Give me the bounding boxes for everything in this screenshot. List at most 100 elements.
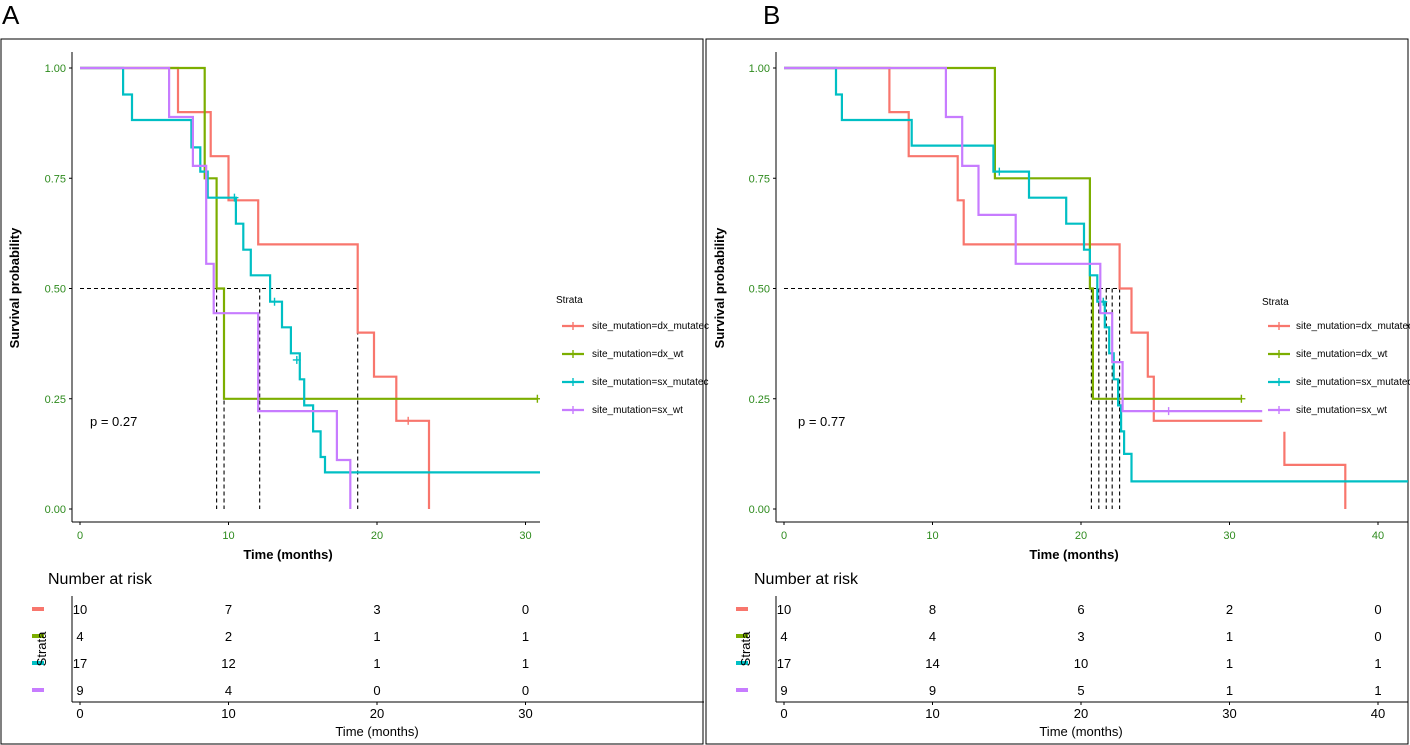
legend-title: Strata xyxy=(556,295,583,306)
p-value-label: p = 0.27 xyxy=(90,414,137,429)
x-tick-label: 20 xyxy=(1075,530,1087,542)
km-curve-0 xyxy=(784,66,1263,422)
risk-count: 4 xyxy=(780,629,787,644)
panel-frame xyxy=(705,38,1409,745)
x-tick-label: 0 xyxy=(77,530,83,542)
x-tick-label: 30 xyxy=(1223,530,1235,542)
risk-count: 3 xyxy=(373,602,380,617)
risk-count: 6 xyxy=(1077,602,1084,617)
risk-count: 9 xyxy=(780,683,787,698)
km-curve-2 xyxy=(784,66,1408,483)
risk-count: 2 xyxy=(225,629,232,644)
risk-strata-label: Strata xyxy=(738,631,753,666)
risk-count: 1 xyxy=(1374,683,1381,698)
risk-x-tick-label: 10 xyxy=(221,706,235,721)
risk-x-title: Time (months) xyxy=(1039,724,1122,739)
panel-letter: A xyxy=(2,0,20,30)
legend-label: site_mutation=sx_mutatec xyxy=(592,377,708,388)
y-tick-label: 0.50 xyxy=(749,284,770,296)
legend-label: site_mutation=dx_mutatec xyxy=(1296,321,1410,332)
y-tick-label: 0.75 xyxy=(749,173,770,185)
y-tick-label: 1.00 xyxy=(749,63,770,75)
risk-count: 1 xyxy=(1226,683,1233,698)
risk-count: 9 xyxy=(929,683,936,698)
risk-count: 4 xyxy=(76,629,83,644)
km-curve-3 xyxy=(784,66,1263,413)
risk-count: 1 xyxy=(522,629,529,644)
y-tick-label: 0.00 xyxy=(45,504,66,516)
panel-letter: B xyxy=(763,0,780,30)
risk-count: 8 xyxy=(929,602,936,617)
risk-x-tick-label: 0 xyxy=(76,706,83,721)
risk-count: 10 xyxy=(73,602,87,617)
curves xyxy=(784,66,1408,509)
risk-x-tick-label: 20 xyxy=(370,706,384,721)
x-tick-label: 30 xyxy=(519,530,531,542)
x-axis-title: Time (months) xyxy=(1029,547,1118,562)
risk-strata-label: Strata xyxy=(34,631,49,666)
y-tick-label: 0.25 xyxy=(45,394,66,406)
risk-count: 17 xyxy=(73,656,87,671)
legend-label: site_mutation=sx_wt xyxy=(592,405,683,416)
x-tick-label: 0 xyxy=(781,530,787,542)
risk-count: 0 xyxy=(1374,629,1381,644)
risk-count: 2 xyxy=(1226,602,1233,617)
risk-count: 0 xyxy=(522,602,529,617)
y-axis-title: Survival probability xyxy=(712,227,727,348)
risk-count: 1 xyxy=(373,629,380,644)
risk-count: 1 xyxy=(1226,629,1233,644)
y-tick-label: 0.50 xyxy=(45,284,66,296)
risk-x-title: Time (months) xyxy=(335,724,418,739)
risk-count: 14 xyxy=(925,656,939,671)
risk-x-tick-label: 0 xyxy=(780,706,787,721)
legend-label: site_mutation=dx_wt xyxy=(1296,349,1388,360)
y-tick-label: 0.75 xyxy=(45,173,66,185)
risk-count: 3 xyxy=(1077,629,1084,644)
legend-label: site_mutation=sx_mutatec xyxy=(1296,377,1410,388)
risk-x-tick-label: 10 xyxy=(925,706,939,721)
legend-label: site_mutation=dx_wt xyxy=(592,349,684,360)
x-tick-label: 10 xyxy=(222,530,234,542)
risk-count: 17 xyxy=(777,656,791,671)
risk-count: 0 xyxy=(522,683,529,698)
km-curve-3 xyxy=(80,66,352,509)
legend-label: site_mutation=dx_mutatec xyxy=(592,321,709,332)
risk-count: 12 xyxy=(221,656,235,671)
risk-count: 1 xyxy=(522,656,529,671)
risk-table-title: Number at risk xyxy=(48,571,153,588)
x-tick-label: 20 xyxy=(371,530,383,542)
legend-title: Strata xyxy=(1262,297,1289,308)
risk-x-tick-label: 20 xyxy=(1074,706,1088,721)
x-tick-label: 40 xyxy=(1372,530,1384,542)
risk-count: 1 xyxy=(1226,656,1233,671)
km-curve-0 xyxy=(80,66,431,509)
risk-count: 0 xyxy=(373,683,380,698)
risk-count: 7 xyxy=(225,602,232,617)
risk-count: 1 xyxy=(1374,656,1381,671)
x-tick-label: 10 xyxy=(926,530,938,542)
curves xyxy=(80,66,540,509)
risk-count: 10 xyxy=(777,602,791,617)
risk-count: 1 xyxy=(373,656,380,671)
risk-x-tick-label: 40 xyxy=(1371,706,1385,721)
km-curve-1 xyxy=(784,66,1242,400)
legend-label: site_mutation=sx_wt xyxy=(1296,405,1387,416)
risk-count: 0 xyxy=(1374,602,1381,617)
y-tick-label: 0.00 xyxy=(749,504,770,516)
risk-table-title: Number at risk xyxy=(754,571,859,588)
risk-count: 10 xyxy=(1074,656,1088,671)
km-curve-1 xyxy=(80,66,538,400)
risk-count: 4 xyxy=(929,629,936,644)
panel-frame xyxy=(0,38,704,745)
p-value-label: p = 0.77 xyxy=(798,414,845,429)
y-tick-label: 0.25 xyxy=(749,394,770,406)
risk-count: 5 xyxy=(1077,683,1084,698)
km-curve-2 xyxy=(80,66,540,474)
risk-count: 4 xyxy=(225,683,232,698)
km-curve-segment xyxy=(1283,431,1347,509)
x-axis-title: Time (months) xyxy=(243,547,332,562)
y-axis-title: Survival probability xyxy=(7,227,22,348)
